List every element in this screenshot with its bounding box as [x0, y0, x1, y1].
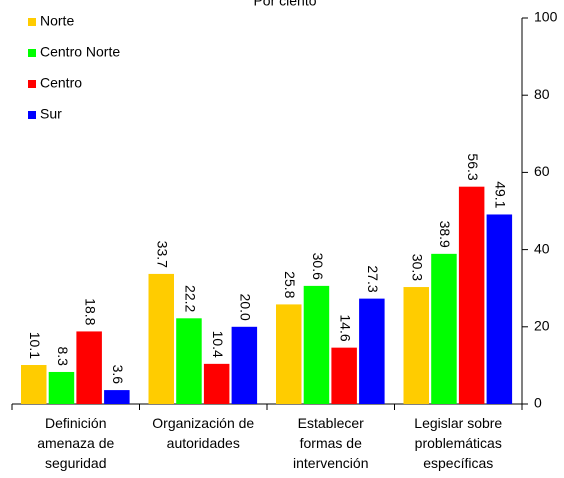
data-label: 20.0	[238, 294, 254, 321]
bar	[203, 363, 230, 404]
bar	[458, 186, 485, 404]
bar	[76, 331, 102, 404]
bar	[403, 287, 429, 404]
bar	[276, 304, 302, 404]
data-label: 30.6	[310, 253, 326, 280]
x-tick-label: Legislar sobre problemáticas específicas	[414, 415, 502, 471]
data-label: 10.1	[27, 332, 43, 359]
bar	[176, 318, 202, 404]
data-label: 18.8	[82, 298, 98, 325]
y-tick-label: 60	[534, 163, 550, 179]
bar	[21, 365, 47, 404]
bar	[48, 371, 75, 404]
data-label: 49.1	[493, 181, 509, 208]
data-label: 30.3	[410, 254, 426, 281]
bar	[486, 214, 513, 404]
y-tick-label: 20	[534, 318, 550, 334]
legend-label: Centro Norte	[40, 44, 120, 60]
data-label: 27.3	[365, 265, 381, 292]
legend-label: Sur	[40, 106, 62, 122]
bar	[359, 298, 385, 404]
bar	[148, 273, 174, 404]
legend-swatch	[28, 111, 36, 119]
y-tick-label: 100	[534, 9, 558, 25]
data-label: 22.2	[182, 285, 198, 312]
x-tick-label: Definición amenaza de seguridad	[37, 415, 114, 471]
data-label: 25.8	[282, 271, 298, 298]
data-label: 10.4	[210, 331, 226, 358]
legend-label: Centro	[40, 75, 82, 91]
data-label: 14.6	[337, 314, 353, 341]
bar	[431, 253, 457, 404]
legend-swatch	[28, 80, 36, 88]
data-label: 8.3	[55, 346, 71, 366]
x-tick-label: Organización de autoridades	[152, 415, 254, 451]
chart-title: Por ciento	[253, 0, 316, 9]
y-tick-label: 0	[534, 395, 542, 411]
legend-swatch	[28, 18, 36, 26]
legend-label: Norte	[40, 13, 74, 29]
bar	[331, 347, 357, 404]
bar	[231, 326, 258, 404]
data-label: 3.6	[110, 365, 126, 385]
bar	[303, 285, 330, 404]
legend-swatch	[28, 49, 36, 57]
data-label: 38.9	[437, 221, 453, 248]
y-tick-label: 80	[534, 86, 550, 102]
bar	[104, 390, 130, 404]
data-label: 56.3	[465, 153, 481, 180]
data-label: 33.7	[155, 241, 171, 268]
x-tick-label: Establecer formas de intervención	[293, 415, 369, 471]
y-tick-label: 40	[534, 240, 550, 256]
